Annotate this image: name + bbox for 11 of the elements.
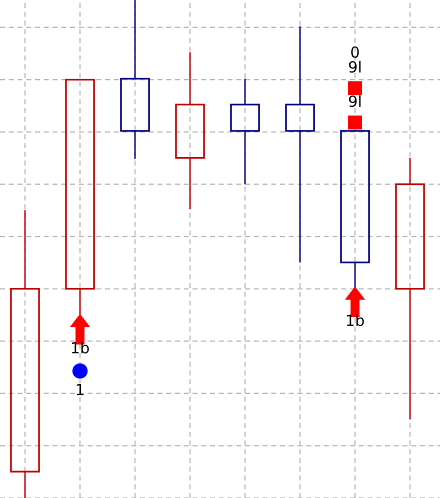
point (72, 363, 88, 379)
annotation: 1b (346, 314, 364, 326)
annotation: 1 (76, 384, 84, 396)
annotation: 1b (72, 342, 89, 354)
annotation: 9l (349, 95, 361, 108)
annotation: 0 9l (349, 46, 361, 73)
candlestick (230, 78, 260, 185)
candlestick (120, 0, 150, 160)
candlestick (175, 52, 205, 210)
point (348, 116, 362, 130)
point (348, 81, 362, 96)
